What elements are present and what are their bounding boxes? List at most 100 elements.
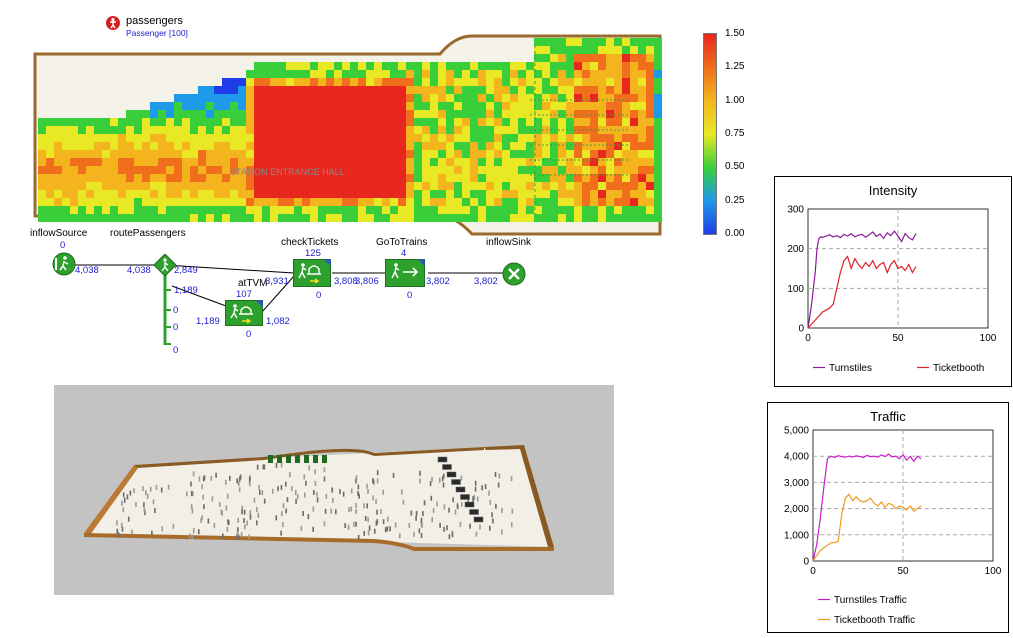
heat-cell (390, 70, 398, 78)
heat-cell (510, 70, 518, 78)
heat-cell (630, 110, 638, 118)
heat-cell (574, 166, 582, 174)
block-inflowSource[interactable]: inflowSource 0 4,038 (30, 228, 130, 278)
heat-cell (494, 86, 502, 94)
heat-cell (526, 142, 534, 150)
heat-cell (102, 166, 110, 174)
heat-cell (222, 78, 230, 86)
heat-cell (102, 190, 110, 198)
heat-cell (590, 70, 598, 78)
heat-cell (182, 158, 190, 166)
heat-cell (54, 118, 62, 126)
heat-cell (534, 78, 542, 86)
agent-figure (226, 493, 229, 499)
heat-cell (390, 78, 398, 86)
heat-cell (326, 110, 334, 118)
heat-cell (614, 198, 622, 206)
heat-cell (494, 126, 502, 134)
agent-figure (431, 476, 433, 482)
heat-cell (382, 78, 390, 86)
heat-cell (150, 142, 158, 150)
heat-cell (638, 166, 646, 174)
heat-cell (70, 118, 78, 126)
heat-cell (558, 38, 566, 46)
heat-cell (254, 214, 262, 222)
heat-cell (342, 86, 350, 94)
heat-cell (390, 126, 398, 134)
heat-cell (494, 174, 502, 182)
heat-cell (486, 70, 494, 78)
agent-figure (420, 533, 423, 539)
heat-cell (550, 94, 558, 102)
heat-cell (302, 62, 310, 70)
heat-cell (166, 182, 174, 190)
heat-cell (422, 126, 430, 134)
heat-cell (470, 190, 478, 198)
heat-cell (206, 102, 214, 110)
heat-cell (198, 86, 206, 94)
heat-cell (438, 110, 446, 118)
heat-cell (198, 190, 206, 198)
heat-cell (534, 206, 542, 214)
agent-figure (500, 529, 503, 535)
flowchart-connectors (64, 264, 514, 345)
heat-cell (566, 142, 574, 150)
heat-cell (574, 102, 582, 110)
heat-cell (534, 134, 542, 142)
agent-figure (363, 503, 365, 509)
heat-cell (334, 102, 342, 110)
heat-cell (494, 190, 502, 198)
heat-cell (574, 86, 582, 94)
ticket-gate (286, 455, 291, 463)
legend-label: Turnstiles Traffic (834, 595, 907, 606)
block-GoToTrains[interactable]: GoToTrains 4 3,806 3,802 0 (355, 237, 465, 301)
heat-cell (638, 198, 646, 206)
heat-cell (254, 182, 262, 190)
heat-cell (518, 158, 526, 166)
heat-cell (270, 142, 278, 150)
heat-cell (590, 78, 598, 86)
heat-cell (422, 174, 430, 182)
heat-cell (350, 182, 358, 190)
heat-cell (406, 158, 414, 166)
heat-cell (390, 118, 398, 126)
heat-cell (406, 70, 414, 78)
block-checkTickets[interactable]: checkTickets 125 3,931 3,808 0 (262, 237, 372, 301)
heat-cell (46, 190, 54, 198)
heat-cell (414, 102, 422, 110)
3d-view[interactable] (54, 385, 614, 595)
heat-cell (302, 78, 310, 86)
heat-cell (398, 126, 406, 134)
heat-cell (494, 198, 502, 206)
heat-cell (622, 78, 630, 86)
block-routePassengers[interactable]: routePassengers 4,038 2,849 (110, 228, 220, 280)
sink-icon (502, 262, 526, 286)
block-inflowSink[interactable]: inflowSink 3,802 (470, 237, 540, 289)
heat-cell (518, 198, 526, 206)
heat-cell (598, 182, 606, 190)
heat-cell (270, 118, 278, 126)
heat-cell (646, 150, 654, 158)
heat-cell (358, 142, 366, 150)
heat-cell (462, 142, 470, 150)
heat-cell (326, 94, 334, 102)
heat-cell (406, 190, 414, 198)
heat-cell (398, 174, 406, 182)
heat-cell (134, 126, 142, 134)
population-entry[interactable]: passengers Passenger [100] (106, 14, 216, 40)
route-out-2: 1,189 (174, 285, 198, 296)
heat-cell (590, 86, 598, 94)
heat-cell (334, 182, 342, 190)
agent-figure (207, 518, 210, 524)
heat-cell (118, 214, 126, 222)
heat-cell (174, 126, 182, 134)
y-tick-label: 2,000 (784, 504, 809, 515)
heat-cell (262, 78, 270, 86)
heat-cell (486, 150, 494, 158)
heat-cell (326, 190, 334, 198)
heat-cell (414, 190, 422, 198)
block-atTVM[interactable]: atTVM 107 1,189 1,082 0 (196, 278, 296, 340)
heat-cell (78, 142, 86, 150)
heat-cell (382, 118, 390, 126)
